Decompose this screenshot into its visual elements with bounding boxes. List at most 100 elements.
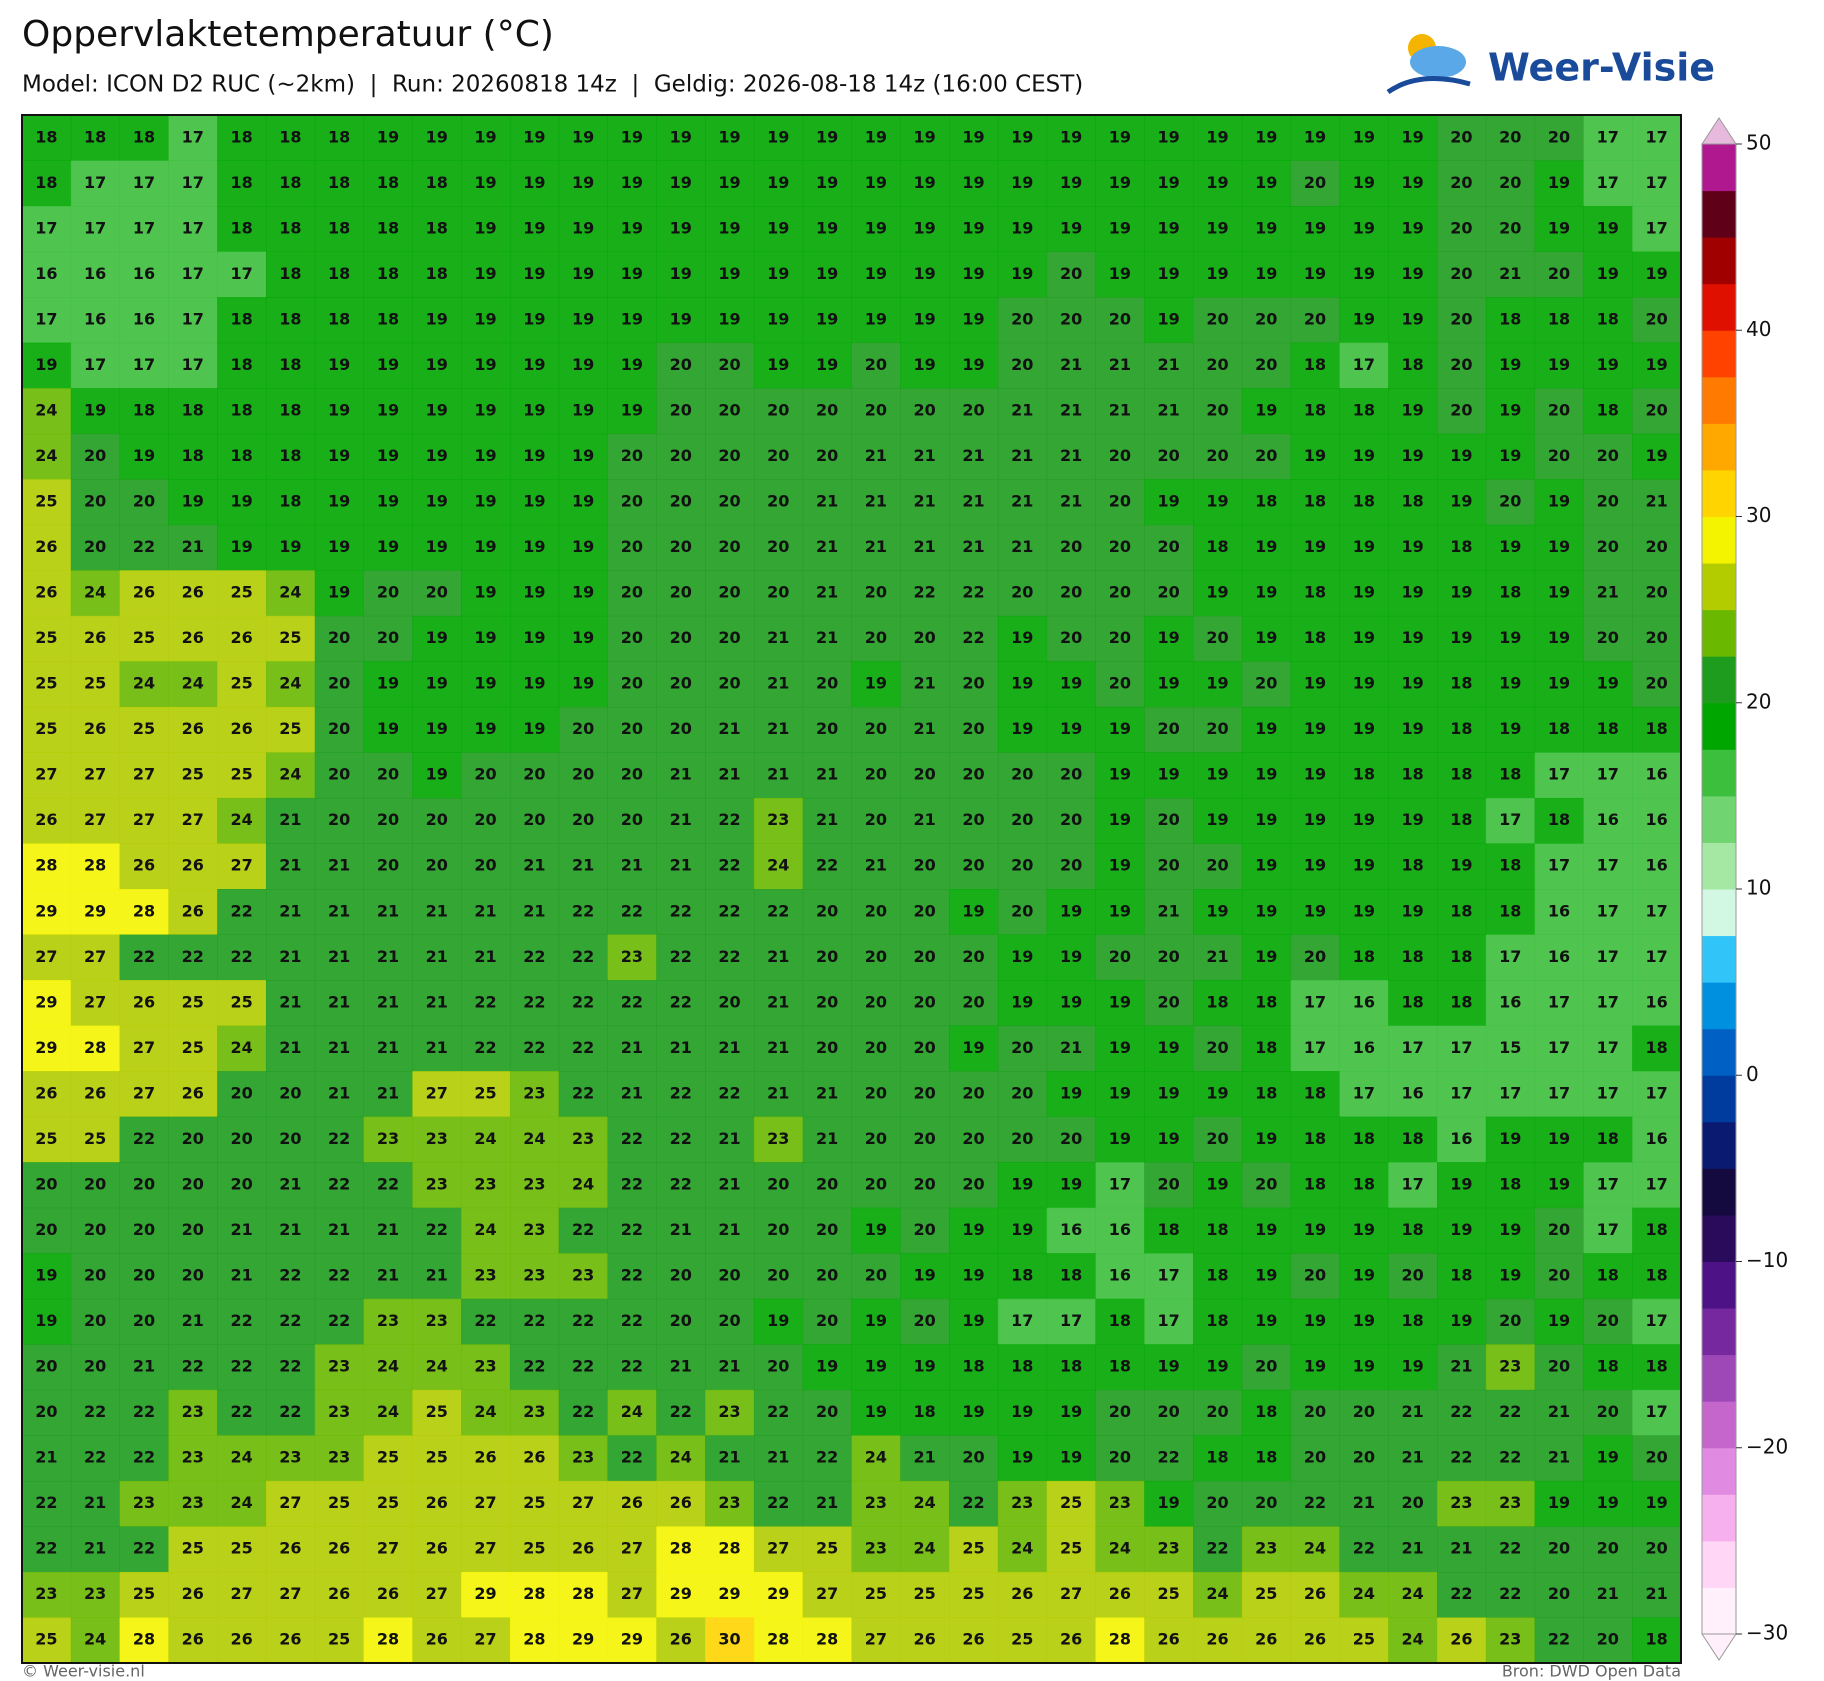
temperature-label: 20 — [1011, 309, 1033, 328]
temperature-label: 19 — [1401, 901, 1423, 920]
temperature-label: 20 — [1401, 1493, 1423, 1512]
temperature-cell — [558, 433, 609, 480]
temperature-label: 19 — [1304, 765, 1326, 784]
temperature-cell — [558, 1116, 609, 1163]
temperature-label: 18 — [279, 309, 301, 328]
temperature-label: 26 — [914, 1630, 936, 1649]
temperature-cell — [1632, 297, 1682, 344]
temperature-cell — [70, 1253, 121, 1300]
temperature-cell — [558, 524, 609, 571]
temperature-label: 20 — [962, 765, 984, 784]
temperature-label: 19 — [523, 309, 545, 328]
temperature-label: 22 — [572, 992, 594, 1011]
temperature-label: 19 — [230, 492, 252, 511]
temperature-cell — [1534, 706, 1584, 753]
temperature-label: 21 — [328, 1083, 350, 1102]
temperature-cell — [1339, 980, 1389, 1027]
temperature-label: 17 — [1645, 1174, 1667, 1193]
temperature-cell — [1290, 479, 1340, 526]
temperature-label: 21 — [1645, 1584, 1667, 1603]
temperature-cell — [1339, 843, 1389, 890]
temperature-cell — [1290, 934, 1340, 981]
temperature-cell — [1583, 1071, 1633, 1118]
temperature-label: 24 — [35, 446, 57, 465]
temperature-label: 19 — [474, 583, 496, 602]
temperature-label: 19 — [1401, 446, 1423, 465]
temperature-cell — [168, 1116, 218, 1163]
temperature-label: 16 — [1645, 856, 1667, 875]
temperature-cell — [558, 570, 609, 617]
temperature-cell — [1388, 980, 1438, 1027]
temperature-cell — [168, 479, 218, 526]
temperature-cell — [558, 342, 609, 389]
temperature-label: 20 — [621, 537, 643, 556]
colorbar-bin — [1702, 1401, 1736, 1449]
temperature-cell — [265, 706, 316, 753]
temperature-label: 27 — [133, 810, 155, 829]
temperature-cell — [1583, 479, 1633, 526]
temperature-label: 19 — [1255, 127, 1277, 146]
temperature-cell — [1388, 1071, 1438, 1118]
temperature-label: 30 — [718, 1630, 740, 1649]
temperature-cell — [1632, 1207, 1682, 1254]
temperature-cell — [509, 752, 560, 799]
temperature-label: 20 — [1401, 1266, 1423, 1285]
temperature-label: 29 — [84, 901, 106, 920]
temperature-cell — [509, 706, 560, 753]
temperature-cell — [412, 615, 462, 662]
temperature-label: 20 — [1158, 1174, 1180, 1193]
temperature-cell — [802, 1207, 852, 1254]
temperature-label: 20 — [816, 901, 838, 920]
temperature-label: 29 — [670, 1584, 692, 1603]
temperature-cell — [217, 115, 267, 162]
temperature-cell — [851, 934, 901, 981]
temperature-label: 20 — [767, 446, 789, 465]
temperature-label: 25 — [35, 1129, 57, 1148]
temperature-label: 22 — [670, 1083, 692, 1102]
temperature-cell — [949, 1071, 999, 1118]
temperature-label: 20 — [621, 765, 643, 784]
temperature-label: 17 — [1597, 1083, 1619, 1102]
temperature-label: 22 — [328, 1266, 350, 1285]
temperature-cell — [851, 889, 901, 936]
temperature-label: 20 — [718, 355, 740, 374]
temperature-cell — [1290, 524, 1340, 571]
temperature-cell — [509, 115, 560, 162]
temperature-label: 21 — [670, 856, 692, 875]
temperature-label: 21 — [328, 992, 350, 1011]
temperature-label: 19 — [1353, 446, 1375, 465]
temperature-cell — [70, 1207, 121, 1254]
temperature-cell — [314, 706, 365, 753]
temperature-cell — [949, 297, 999, 344]
temperature-label: 21 — [816, 1493, 838, 1512]
temperature-label: 26 — [377, 1584, 399, 1603]
temperature-cell — [412, 115, 462, 162]
temperature-cell — [1485, 297, 1536, 344]
temperature-label: 19 — [1255, 218, 1277, 237]
temperature-label: 27 — [133, 765, 155, 784]
temperature-label: 19 — [1255, 810, 1277, 829]
temperature-cell — [753, 160, 804, 207]
temperature-cell — [314, 1253, 365, 1300]
temperature-cell — [119, 934, 169, 981]
temperature-label: 20 — [1060, 856, 1082, 875]
temperature-label: 18 — [1645, 1266, 1667, 1285]
temperature-label: 23 — [182, 1402, 204, 1421]
temperature-cell — [851, 342, 901, 389]
temperature-label: 16 — [84, 264, 106, 283]
temperature-label: 19 — [1060, 1174, 1082, 1193]
temperature-cell — [656, 206, 706, 253]
temperature-cell — [1144, 206, 1194, 253]
temperature-label: 18 — [1450, 537, 1472, 556]
temperature-cell — [1290, 843, 1340, 890]
temperature-cell — [1437, 342, 1487, 389]
temperature-label: 23 — [426, 1174, 448, 1193]
temperature-cell — [802, 160, 852, 207]
temperature-label: 17 — [1645, 1083, 1667, 1102]
temperature-label: 20 — [1206, 309, 1228, 328]
temperature-label: 18 — [328, 173, 350, 192]
temperature-cell — [1290, 1116, 1340, 1163]
temperature-label: 24 — [35, 400, 57, 419]
temperature-label: 22 — [621, 1129, 643, 1148]
temperature-label: 18 — [1401, 1220, 1423, 1239]
